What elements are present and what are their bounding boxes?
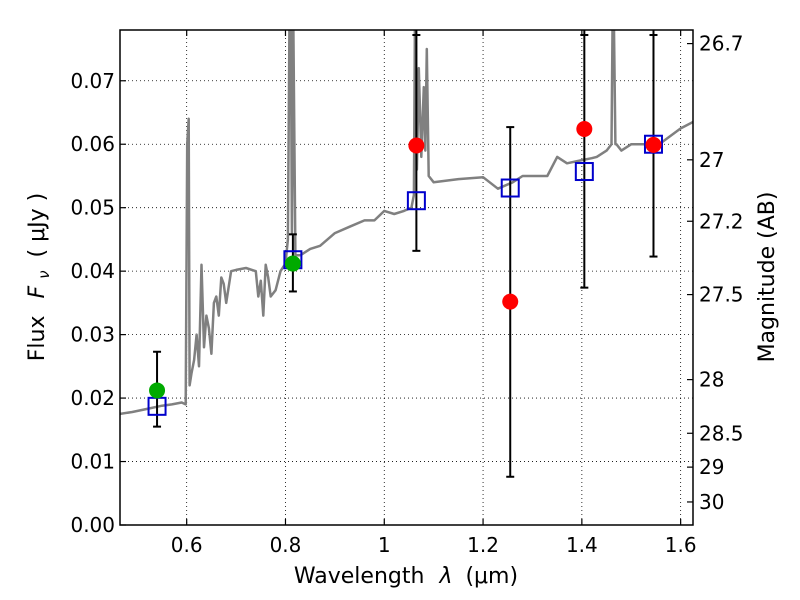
x-tick-label: 1 (378, 533, 391, 557)
photometry-point (645, 136, 662, 153)
plot-frame (119, 29, 694, 526)
magnitude-axis-ticks: 26.7 27 27.2 27.5 28 28.5 29 30 (687, 32, 744, 514)
observed-points (149, 121, 662, 399)
y-axis-label-prefix: Flux (25, 315, 50, 361)
y-axis-ticks: 0.00 0.01 0.02 0.03 0.04 0.05 0.06 0.07 (70, 69, 126, 537)
y-axis-label-unit: ( μJy ) (25, 193, 50, 258)
x-axis-ticks: 0.6 0.8 1 1.2 1.4 1.6 (171, 30, 697, 557)
magnitude-tick-label: 30 (699, 490, 724, 514)
y-axis-label: Flux F ν ( μJy ) (25, 193, 55, 361)
magnitude-tick-label: 27.2 (699, 209, 744, 233)
magnitude-tick-label: 27 (699, 148, 724, 172)
detection-point (284, 255, 301, 272)
x-axis-label-symbol: λ (438, 564, 452, 589)
error-bars (153, 30, 658, 478)
magnitude-tick-label: 28 (699, 368, 724, 392)
x-axis-label: Wavelength λ (μm) (294, 564, 518, 589)
x-axis-label-unit: (μm) (465, 564, 518, 589)
x-axis-label-prefix: Wavelength (294, 564, 425, 589)
model-photometry-square (500, 178, 520, 198)
magnitude-axis-label: Magnitude (AB) (755, 192, 780, 363)
grid (120, 30, 693, 525)
y-tick-label: 0.02 (70, 386, 115, 410)
magnitude-tick-label: 27.5 (699, 283, 744, 307)
model-photometry-square (574, 162, 594, 182)
y-tick-label: 0.01 (70, 450, 115, 474)
photometry-point (502, 293, 519, 310)
model-photometry-squares (147, 134, 663, 416)
x-tick-label: 1.2 (467, 533, 499, 557)
y-tick-label: 0.06 (70, 132, 115, 156)
model-photometry-square (406, 191, 426, 211)
magnitude-tick-label: 29 (699, 455, 724, 479)
model-spectrum-line (120, 30, 693, 416)
photometry-point (576, 121, 593, 137)
x-tick-label: 0.8 (270, 533, 302, 557)
y-axis-label-symbol: F (25, 285, 50, 298)
photometry-point (408, 137, 425, 154)
magnitude-tick-label: 28.5 (699, 421, 744, 445)
x-tick-label: 0.6 (171, 533, 203, 557)
x-tick-label: 1.6 (665, 533, 697, 557)
detection-point (149, 382, 166, 399)
magnitude-tick-label: 26.7 (699, 32, 744, 56)
y-tick-label: 0.00 (70, 513, 115, 537)
x-tick-label: 1.4 (566, 533, 598, 557)
y-tick-label: 0.07 (70, 69, 115, 93)
y-axis-label-subscript: ν (35, 270, 53, 278)
y-tick-label: 0.04 (70, 259, 115, 283)
y-tick-label: 0.03 (70, 323, 115, 347)
y-tick-label: 0.05 (70, 196, 115, 220)
model-spectrum (120, 30, 693, 416)
